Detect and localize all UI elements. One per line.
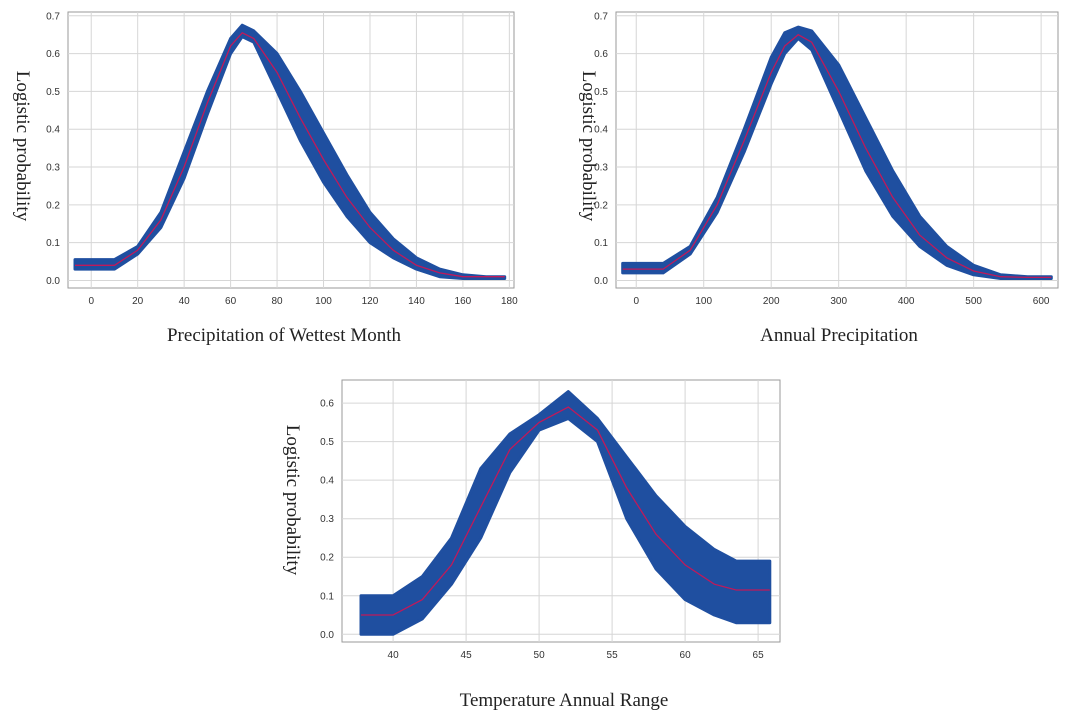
y-tick-label: 0.1 [320, 591, 334, 602]
y-tick-label: 0.4 [320, 476, 334, 487]
y-tick-label: 0.7 [594, 11, 608, 22]
x-tick-label: 40 [388, 650, 400, 661]
x-tick-label: 120 [362, 296, 379, 307]
y-tick-label: 0.6 [594, 49, 608, 60]
chart-panel-1: 0.0 0.1 0.2 0.3 0.4 0.5 0.6 0.7 0 20 40 60 80 100 120 1… [0, 0, 520, 350]
mean-response-line [361, 406, 770, 616]
y-tick-label: 0.0 [594, 276, 608, 287]
x-tick-label: 100 [315, 296, 332, 307]
x-tick-label: 300 [830, 296, 847, 307]
x-tick-label: 400 [898, 296, 915, 307]
y-axis-label: Logistic probability [282, 424, 303, 576]
y-tick-label: 0.1 [594, 238, 608, 249]
x-tick-label: 0 [88, 296, 94, 307]
chart-panel-2: 0.0 0.1 0.2 0.3 0.4 0.5 0.6 0.7 0 100 200 300 400 500… [560, 0, 1067, 350]
y-tick-label: 0.6 [320, 399, 334, 410]
y-tick-label: 0.3 [46, 163, 60, 174]
y-tick-label: 0.4 [46, 125, 60, 136]
x-tick-label: 600 [1033, 296, 1050, 307]
x-tick-label: 140 [408, 296, 425, 307]
chart-temperature-range: 0.0 0.1 0.2 0.3 0.4 0.5 0.6 40 45 50 55 60 65 [320, 379, 781, 661]
x-axis-label: Temperature Annual Range [459, 690, 669, 711]
y-tick-label: 0.2 [46, 200, 60, 211]
plot-area [615, 11, 1059, 289]
x-axis-label: Precipitation of Wettest Month [166, 325, 402, 346]
y-tick-label: 0.7 [46, 11, 60, 22]
y-tick-label: 0.5 [320, 437, 334, 448]
y-axis-label: Logistic probability [578, 70, 599, 222]
x-tick-label: 0 [633, 296, 639, 307]
x-tick-label: 100 [695, 296, 712, 307]
x-tick-label: 200 [763, 296, 780, 307]
x-tick-label: 45 [461, 650, 473, 661]
y-tick-label: 0.0 [46, 276, 60, 287]
y-tick-label: 0.0 [320, 630, 334, 641]
x-tick-label: 20 [132, 296, 144, 307]
x-axis-label: Annual Precipitation [760, 325, 918, 346]
y-tick-label: 0.2 [594, 200, 608, 211]
confidence-band [359, 390, 772, 636]
chart-wettest-month: 0.0 0.1 0.2 0.3 0.4 0.5 0.6 0.7 0 20 40 60 80 100 120 1… [46, 11, 518, 307]
confidence-band [621, 25, 1053, 280]
x-tick-label: 160 [455, 296, 472, 307]
y-tick-label: 0.3 [594, 163, 608, 174]
y-tick-label: 0.5 [594, 87, 608, 98]
x-tick-label: 60 [680, 650, 692, 661]
chart-annual-precipitation: 0.0 0.1 0.2 0.3 0.4 0.5 0.6 0.7 0 100 200 300 400 500… [594, 11, 1059, 307]
x-tick-label: 50 [534, 650, 546, 661]
x-tick-label: 55 [607, 650, 619, 661]
y-tick-label: 0.2 [320, 553, 334, 564]
x-tick-label: 40 [179, 296, 191, 307]
y-tick-label: 0.6 [46, 49, 60, 60]
mean-response-line [622, 33, 1052, 279]
x-tick-label: 65 [753, 650, 765, 661]
y-tick-label: 0.3 [320, 514, 334, 525]
x-tick-label: 60 [225, 296, 237, 307]
confidence-band [73, 23, 507, 280]
x-tick-label: 80 [272, 296, 284, 307]
y-tick-label: 0.5 [46, 87, 60, 98]
x-tick-label: 500 [965, 296, 982, 307]
chart-panel-3: 0.0 0.1 0.2 0.3 0.4 0.5 0.6 40 45 50 55 60 65 Logist… [270, 370, 790, 715]
x-tick-label: 180 [501, 296, 518, 307]
y-tick-label: 0.4 [594, 125, 608, 136]
y-axis-label: Logistic probability [12, 70, 33, 222]
y-tick-label: 0.1 [46, 238, 60, 249]
mean-response-line [75, 31, 505, 278]
